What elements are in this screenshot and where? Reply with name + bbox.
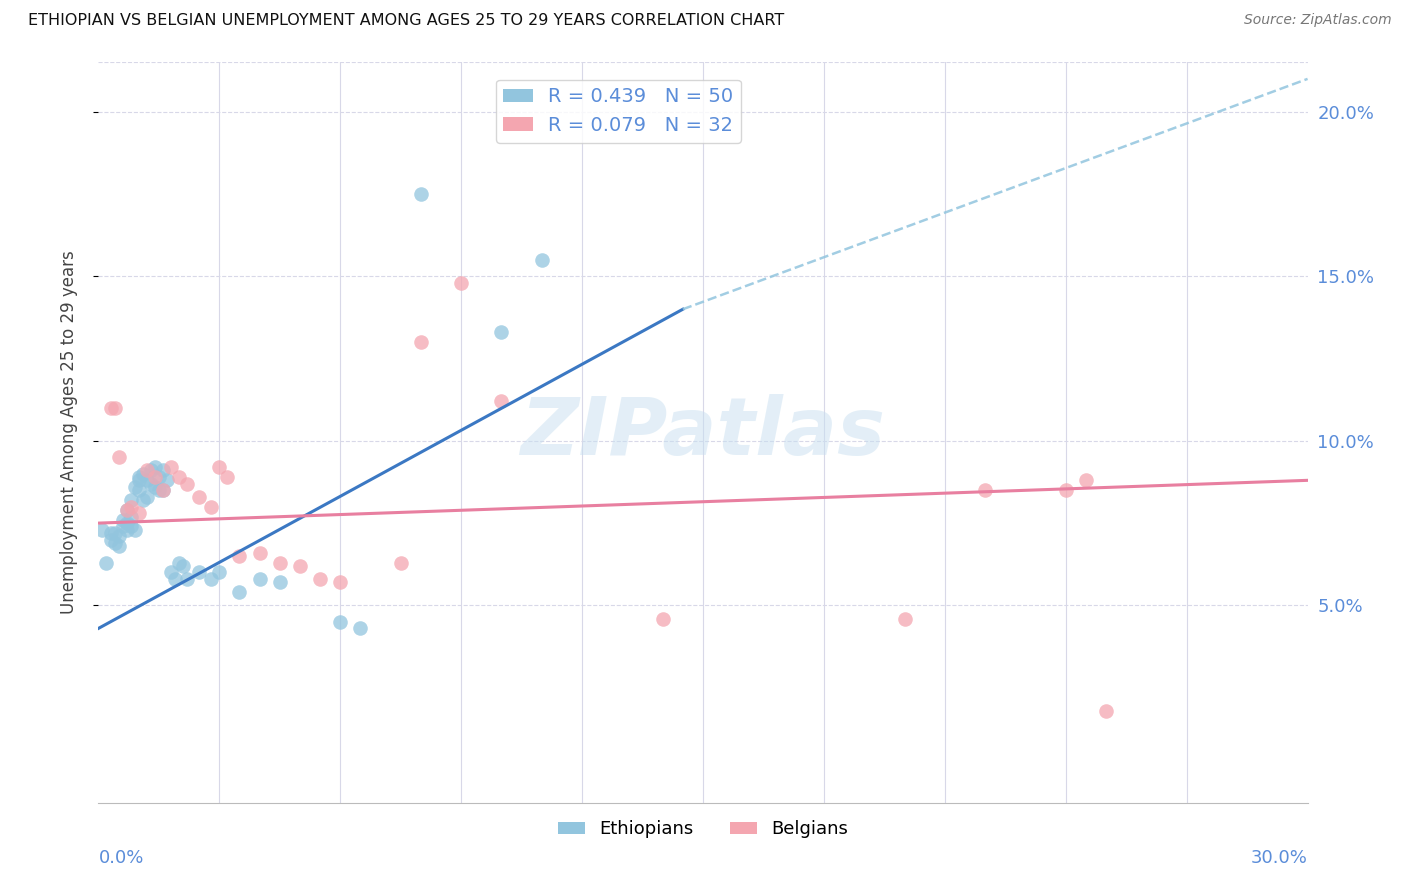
Point — [217, 470, 239, 484]
Point — [115, 503, 138, 517]
Point — [152, 483, 174, 498]
Point — [167, 556, 190, 570]
Point — [409, 335, 432, 350]
Point — [200, 572, 222, 586]
Point — [974, 483, 997, 498]
Point — [96, 556, 118, 570]
Point — [107, 529, 129, 543]
Point — [111, 519, 134, 533]
Text: ETHIOPIAN VS BELGIAN UNEMPLOYMENT AMONG AGES 25 TO 29 YEARS CORRELATION CHART: ETHIOPIAN VS BELGIAN UNEMPLOYMENT AMONG … — [28, 13, 785, 29]
Point — [176, 572, 198, 586]
Point — [152, 463, 174, 477]
Point — [269, 556, 291, 570]
Point — [156, 473, 179, 487]
Point — [208, 566, 231, 580]
Point — [128, 473, 150, 487]
Point — [107, 539, 129, 553]
Point — [103, 401, 125, 415]
Point — [188, 490, 211, 504]
Point — [135, 463, 157, 477]
Legend: Ethiopians, Belgians: Ethiopians, Belgians — [551, 814, 855, 846]
Point — [228, 549, 250, 563]
Point — [132, 467, 155, 481]
Point — [450, 276, 472, 290]
Point — [530, 252, 553, 267]
Point — [128, 483, 150, 498]
Point — [120, 500, 142, 514]
Point — [172, 558, 194, 573]
Point — [269, 575, 291, 590]
Point — [120, 519, 142, 533]
Point — [120, 493, 142, 508]
Y-axis label: Unemployment Among Ages 25 to 29 years: Unemployment Among Ages 25 to 29 years — [59, 251, 77, 615]
Point — [148, 483, 170, 498]
Point — [309, 572, 332, 586]
Point — [115, 523, 138, 537]
Point — [329, 575, 352, 590]
Point — [167, 470, 190, 484]
Point — [128, 470, 150, 484]
Point — [143, 470, 166, 484]
Point — [249, 572, 271, 586]
Point — [139, 463, 162, 477]
Text: ZIPatlas: ZIPatlas — [520, 393, 886, 472]
Point — [160, 460, 183, 475]
Point — [91, 523, 114, 537]
Point — [651, 611, 673, 625]
Point — [349, 621, 371, 635]
Point — [132, 493, 155, 508]
Point — [143, 460, 166, 475]
Point — [103, 526, 125, 541]
Point — [148, 470, 170, 484]
Point — [228, 585, 250, 599]
Point — [329, 615, 352, 629]
Point — [200, 500, 222, 514]
Point — [893, 611, 915, 625]
Point — [115, 503, 138, 517]
Point — [103, 536, 125, 550]
Point — [139, 476, 162, 491]
Point — [1074, 473, 1097, 487]
Point — [491, 394, 513, 409]
Text: 0.0%: 0.0% — [98, 849, 143, 867]
Text: 30.0%: 30.0% — [1251, 849, 1308, 867]
Point — [124, 480, 146, 494]
Point — [143, 480, 166, 494]
Point — [160, 566, 183, 580]
Point — [249, 546, 271, 560]
Point — [111, 513, 134, 527]
Point — [124, 523, 146, 537]
Point — [152, 483, 174, 498]
Point — [1095, 704, 1118, 718]
Point — [100, 401, 122, 415]
Point — [409, 187, 432, 202]
Point — [288, 558, 311, 573]
Point — [115, 516, 138, 530]
Point — [120, 509, 142, 524]
Point — [100, 526, 122, 541]
Point — [389, 556, 412, 570]
Point — [163, 572, 186, 586]
Point — [491, 325, 513, 339]
Point — [188, 566, 211, 580]
Point — [176, 476, 198, 491]
Point — [135, 473, 157, 487]
Point — [107, 450, 129, 465]
Point — [135, 490, 157, 504]
Text: Source: ZipAtlas.com: Source: ZipAtlas.com — [1244, 13, 1392, 28]
Point — [128, 506, 150, 520]
Point — [100, 533, 122, 547]
Point — [1054, 483, 1077, 498]
Point — [208, 460, 231, 475]
